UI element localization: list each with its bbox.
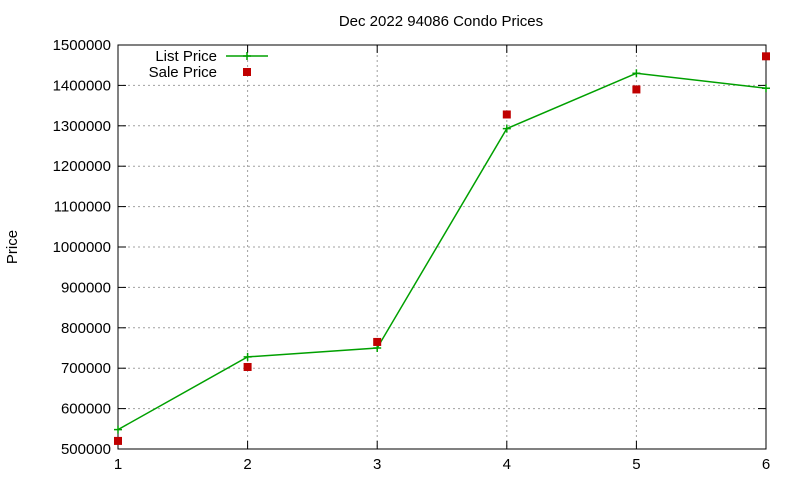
chart-title: Dec 2022 94086 Condo Prices (339, 13, 543, 30)
y-tick-label: 1400000 (53, 77, 111, 94)
x-tick-label: 3 (373, 456, 381, 473)
y-tick-label: 700000 (61, 360, 111, 377)
y-tick-label: 1200000 (53, 158, 111, 175)
y-tick-label: 500000 (61, 441, 111, 458)
y-tick-label: 1000000 (53, 239, 111, 256)
legend-label: List Price (155, 48, 217, 65)
point-list-price (632, 69, 641, 78)
point-sale-price (502, 110, 511, 119)
y-ticks: 500000 600000 700000 800000 900000 1000000 110… (53, 37, 766, 458)
point-list-price (762, 84, 770, 93)
y-axis-label: Price (4, 230, 21, 264)
point-sale-price (373, 337, 382, 346)
y-tick-label: 900000 (61, 279, 111, 296)
point-sale-price (632, 85, 641, 94)
x-tick-label: 6 (762, 456, 770, 473)
point-sale-price (243, 362, 252, 371)
x-tick-label: 4 (503, 456, 511, 473)
legend-marker-list-price (243, 52, 251, 60)
x-tick-label: 1 (114, 456, 122, 473)
y-tick-label: 1300000 (53, 118, 111, 135)
grid (118, 45, 766, 449)
point-sale-price (114, 436, 122, 445)
series (114, 52, 770, 445)
x-ticks: 1 2 3 4 5 6 (114, 45, 770, 473)
legend-label: Sale Price (149, 64, 217, 81)
y-tick-label: 1500000 (53, 37, 111, 54)
y-tick-label: 600000 (61, 401, 111, 418)
point-list-price (243, 352, 252, 361)
point-list-price (114, 425, 122, 434)
x-tick-label: 2 (243, 456, 251, 473)
series-line-list-price (117, 72, 767, 431)
legend-marker-sale-price (243, 68, 251, 76)
y-tick-label: 1100000 (54, 199, 111, 216)
point-list-price (502, 124, 511, 133)
y-tick-label: 800000 (61, 320, 111, 337)
point-sale-price (762, 52, 770, 61)
x-tick-label: 5 (632, 456, 640, 473)
